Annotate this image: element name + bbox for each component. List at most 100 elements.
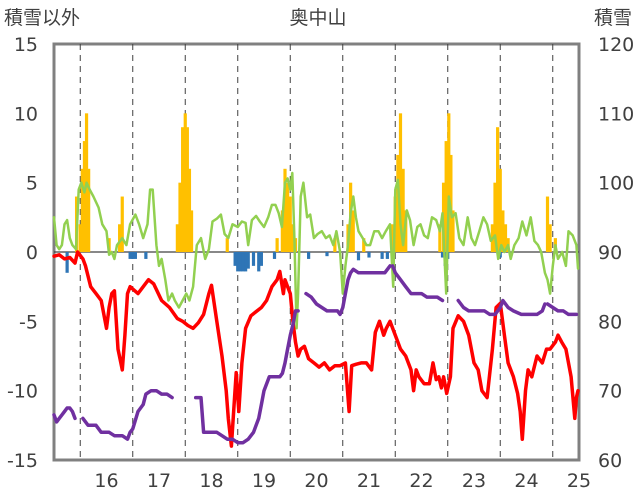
snowfall_bars-bar [189, 210, 194, 252]
precip_bars-bar [257, 252, 261, 272]
snowfall_bars-bar [444, 141, 448, 252]
snowfall_bars-bar [362, 238, 366, 252]
snowfall_bars-bar [391, 224, 395, 252]
precip_bars-bar [241, 252, 245, 272]
precip_bars-bar [131, 252, 135, 259]
lines-group [52, 171, 580, 448]
precip_bars-bar [251, 252, 256, 266]
y-left-tick-label: 10 [14, 103, 38, 125]
snow_depth_line [545, 302, 579, 317]
x-tick-label: 18 [199, 470, 223, 492]
x-tick-label: 21 [357, 470, 381, 492]
snowfall_bars-bar [398, 113, 403, 252]
snowfall_bars-bar [183, 113, 187, 252]
y-right-tick-label: 70 [598, 381, 622, 403]
x-tick-label: 24 [514, 470, 538, 492]
precip_bars-bar [272, 252, 277, 259]
precip_bars-bar [325, 252, 329, 257]
snowfall_bars-bar [401, 168, 405, 252]
snow_depth_line [456, 298, 547, 317]
x-tick-label: 17 [147, 470, 171, 492]
snowfall_bars-bar [275, 238, 279, 252]
snowfall_bars-bar [333, 238, 337, 252]
snowfall_bars-bar [175, 224, 179, 252]
snow_depth_line [390, 264, 445, 303]
precip_bars-bar [367, 252, 371, 258]
x-tick-label: 23 [462, 470, 486, 492]
snowfall_bars-bar [187, 168, 192, 252]
snowfall_bars-bar [438, 224, 442, 252]
y-left-tick-label: -10 [7, 381, 38, 403]
precip_bars-bar [65, 252, 69, 273]
axes-labels-group: 奥中山 積雪以外 積雪 15 10 5 0 -5 -10 -15 120 110 100 90 80 7… [4, 7, 634, 492]
wind_line [52, 171, 580, 330]
snowfall_bars-bar [496, 127, 500, 252]
bars-group [65, 113, 557, 273]
snowfall_bars-bar [447, 113, 451, 252]
snowfall_bars-bar [118, 224, 122, 252]
snow_depth_line [81, 388, 174, 441]
x-tick-label: 20 [304, 470, 328, 492]
snowfall_bars-bar [283, 168, 287, 252]
precip_bars-bar [128, 252, 132, 259]
y-left-tick-label: 0 [26, 242, 38, 264]
x-tick-label: 25 [567, 470, 591, 492]
snowfall_bars-bar [185, 127, 189, 252]
snowfall_bars-bar [548, 224, 552, 252]
snowfall_bars-bar [545, 196, 550, 252]
snowfall_bars-bar [78, 224, 82, 252]
snowfall_bars-bar [493, 182, 497, 252]
precip_bars-bar [236, 252, 240, 272]
y-right-tick-label: 100 [598, 173, 634, 195]
snowfall_bars-bar [291, 224, 295, 252]
snowfall_bars-bar [396, 154, 400, 252]
snowfall_bars-bar [280, 210, 284, 252]
y-right-tick-label: 60 [598, 450, 622, 472]
snowfall_bars-bar [451, 210, 455, 252]
precip_bars-bar [244, 252, 248, 272]
x-tick-label: 19 [252, 470, 276, 492]
chart-title: 奥中山 [289, 7, 346, 29]
snow_depth_line [304, 264, 392, 317]
precip_bars-bar [307, 252, 311, 259]
precip_bars-bar [440, 252, 445, 258]
y-right-tick-label: 120 [598, 34, 634, 56]
temperature_line [52, 250, 580, 448]
precip_bars-bar [133, 252, 137, 259]
snowfall_bars-bar [288, 196, 292, 252]
snowfall_bars-bar [181, 127, 185, 252]
precip_bars-bar [233, 252, 237, 266]
left-axis-title: 積雪以外 [4, 7, 80, 29]
y-left-tick-label: 15 [14, 34, 38, 56]
snow_depth_line [193, 309, 300, 445]
precip_bars-bar [385, 252, 389, 259]
snowfall_bars-bar [80, 168, 84, 252]
precip_bars-bar [246, 252, 250, 269]
y-right-tick-label: 110 [598, 103, 634, 125]
snowfall_bars-bar [120, 196, 124, 252]
precip_bars-bar [380, 252, 384, 259]
y-right-tick-label: 80 [598, 311, 622, 333]
snowfall_bars-bar [501, 210, 505, 252]
snowfall_bars-bar [82, 141, 87, 252]
precip_bars-bar [144, 252, 148, 259]
snowfall_bars-bar [87, 168, 91, 252]
precip_bars-bar [259, 252, 263, 266]
y-right-tick-label: 90 [598, 242, 622, 264]
y-left-tick-label: -15 [7, 450, 38, 472]
precip_bars-bar [356, 252, 361, 261]
y-left-tick-label: 5 [26, 173, 38, 195]
snowfall_bars-bar [351, 210, 355, 252]
snowfall_bars-bar [286, 182, 290, 252]
snowfall_bars-bar [503, 224, 508, 252]
y-left-tick-label: -5 [19, 311, 38, 333]
snowfall_bars-bar [225, 238, 229, 252]
snowfall_bars-bar [178, 182, 182, 252]
snowfall_bars-bar [498, 168, 502, 252]
right-axis-title: 積雪 [594, 7, 632, 29]
x-tick-label: 16 [94, 470, 118, 492]
precip_bars-bar [238, 252, 242, 272]
x-tick-label: 22 [409, 470, 433, 492]
snow_depth_line [52, 406, 77, 424]
